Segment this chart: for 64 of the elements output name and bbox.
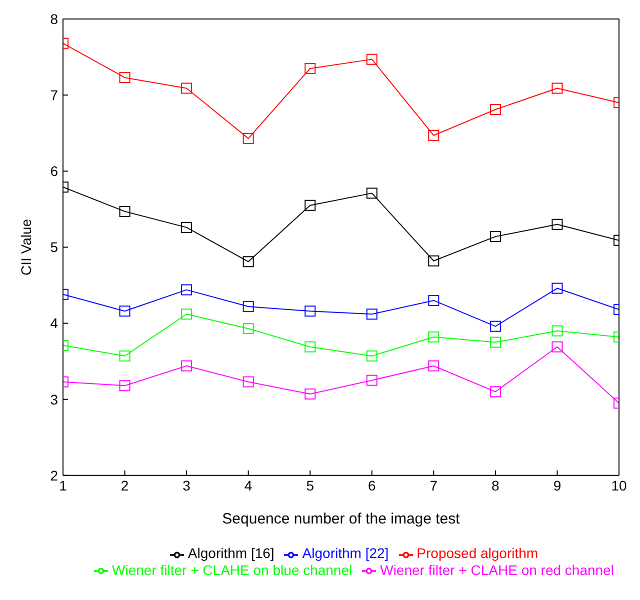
point (119, 72, 130, 84)
y-tick-label: 2 (50, 467, 58, 484)
point (428, 331, 440, 342)
point (552, 218, 563, 230)
legend-label: Proposed algorithm (416, 545, 538, 562)
point (366, 308, 378, 320)
y-axis-title: CII Value (18, 218, 34, 276)
point (304, 306, 316, 317)
point (304, 388, 316, 400)
point (366, 188, 378, 199)
point (242, 376, 254, 388)
point (119, 350, 130, 362)
point (552, 325, 563, 336)
x-tick-label: 8 (492, 477, 500, 494)
x-tick-label: 9 (553, 477, 562, 494)
point (490, 386, 501, 398)
point (119, 206, 130, 217)
x-tick-label: 10 (611, 477, 627, 494)
point (304, 200, 316, 211)
point (181, 82, 192, 94)
point (181, 308, 192, 320)
point (242, 256, 254, 268)
y-tick-label: 4 (50, 315, 58, 332)
point (181, 222, 192, 233)
y-tick-label: 7 (50, 87, 58, 104)
point (490, 104, 501, 116)
point (366, 374, 378, 386)
point (428, 294, 440, 306)
x-tick-label: 4 (244, 477, 252, 494)
x-tick-label: 5 (306, 477, 314, 494)
legend-label: Wiener filter + CLAHE on red channel (380, 562, 614, 578)
point (181, 284, 192, 296)
point (490, 231, 501, 242)
point (119, 306, 130, 317)
point (552, 341, 563, 352)
point (242, 301, 254, 312)
point (119, 380, 130, 392)
point (242, 323, 254, 334)
x-tick-label: 6 (368, 477, 376, 494)
x-tick-label: 1 (59, 477, 68, 494)
legend-label: Algorithm [22] (302, 545, 389, 562)
point (242, 132, 254, 144)
point (428, 130, 440, 141)
point (552, 82, 563, 94)
point (366, 54, 378, 65)
x-tick-label: 3 (182, 477, 191, 494)
x-tick-label: 2 (120, 477, 129, 494)
x-tick-label: 7 (430, 477, 438, 494)
point (304, 341, 316, 352)
y-tick-label: 8 (50, 10, 58, 27)
point (428, 360, 440, 372)
point (552, 282, 563, 294)
point (428, 255, 440, 266)
point (366, 350, 378, 362)
point (490, 336, 501, 348)
point (181, 360, 192, 372)
y-tick-label: 5 (50, 239, 58, 256)
point (304, 62, 316, 74)
legend-label: Algorithm [16] (188, 545, 274, 562)
y-tick-label: 6 (50, 163, 58, 180)
point (490, 320, 501, 332)
legend-label: Wiener filter + CLAHE on blue channel (112, 562, 352, 578)
y-tick-label: 3 (50, 391, 58, 408)
x-axis-title: Sequence number of the image test (222, 510, 461, 528)
